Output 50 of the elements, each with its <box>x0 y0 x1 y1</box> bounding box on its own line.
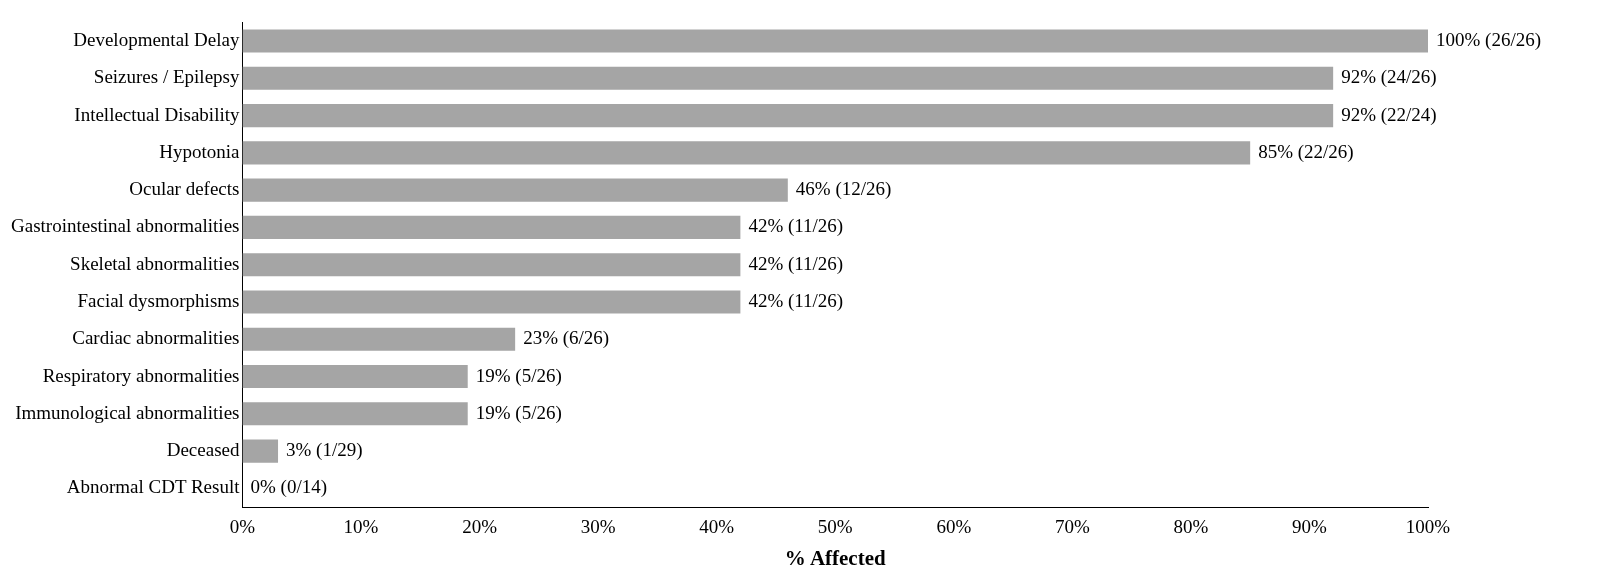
y-tick-label: Abnormal CDT Result <box>66 476 241 498</box>
data-label: 92% (22/24) <box>1341 103 1437 126</box>
x-axis-title: % Affected <box>784 545 886 570</box>
x-tick-label: 30% <box>580 516 616 538</box>
x-tick-label: 40% <box>699 516 735 538</box>
data-label: 85% (22/26) <box>1258 140 1354 163</box>
bar <box>242 178 788 202</box>
bar <box>242 364 468 389</box>
data-label: 46% (12/26) <box>795 178 892 201</box>
x-tick-label: 10% <box>343 516 379 538</box>
x-tick-label: 60% <box>936 516 972 538</box>
y-tick-label: Ocular defects <box>129 178 240 200</box>
y-tick-label: Immunological abnormalities <box>15 401 240 423</box>
y-tick-label: Respiratory abnormalities <box>42 364 240 386</box>
data-label: 100% (26/26) <box>1436 29 1542 52</box>
y-tick-label: Intellectual Disability <box>74 103 240 125</box>
x-tick-label: 80% <box>1173 516 1209 538</box>
data-label: 19% (5/26) <box>475 401 562 424</box>
y-tick-label: Cardiac abnormalities <box>72 327 240 349</box>
data-label: 3% (1/29) <box>286 439 363 462</box>
x-tick-label: 0% <box>229 516 256 538</box>
bar <box>242 141 1251 165</box>
y-tick-label: Deceased <box>166 439 240 461</box>
data-label: 0% (0/14) <box>250 476 327 499</box>
y-tick-label: Hypotonia <box>159 140 241 162</box>
x-tick-label: 100% <box>1405 516 1451 538</box>
data-label: 23% (6/26) <box>523 327 610 350</box>
bar <box>242 29 1428 53</box>
bar <box>242 253 741 277</box>
x-tick-label: 50% <box>817 516 853 538</box>
bar <box>242 215 741 239</box>
y-tick-label: Seizures / Epilepsy <box>93 66 240 88</box>
x-tick-label: 70% <box>1054 516 1090 538</box>
bar <box>242 290 741 314</box>
bar <box>242 402 468 426</box>
y-tick-label: Facial dysmorphisms <box>77 289 240 311</box>
y-tick-label: Skeletal abnormalities <box>70 252 240 274</box>
y-tick-label: Developmental Delay <box>73 29 240 51</box>
bar <box>242 439 279 463</box>
bar <box>242 104 1334 128</box>
x-tick-label: 90% <box>1292 516 1328 538</box>
data-label: 42% (11/26) <box>748 215 844 238</box>
data-label: 42% (11/26) <box>748 289 844 312</box>
data-label: 19% (5/26) <box>475 364 562 387</box>
data-label: 92% (24/26) <box>1341 66 1437 89</box>
bar <box>242 66 1334 90</box>
data-label: 42% (11/26) <box>748 252 844 275</box>
x-tick-label: 20% <box>462 516 498 538</box>
bar <box>242 327 516 351</box>
y-tick-label: Gastrointestinal abnormalities <box>10 215 240 237</box>
